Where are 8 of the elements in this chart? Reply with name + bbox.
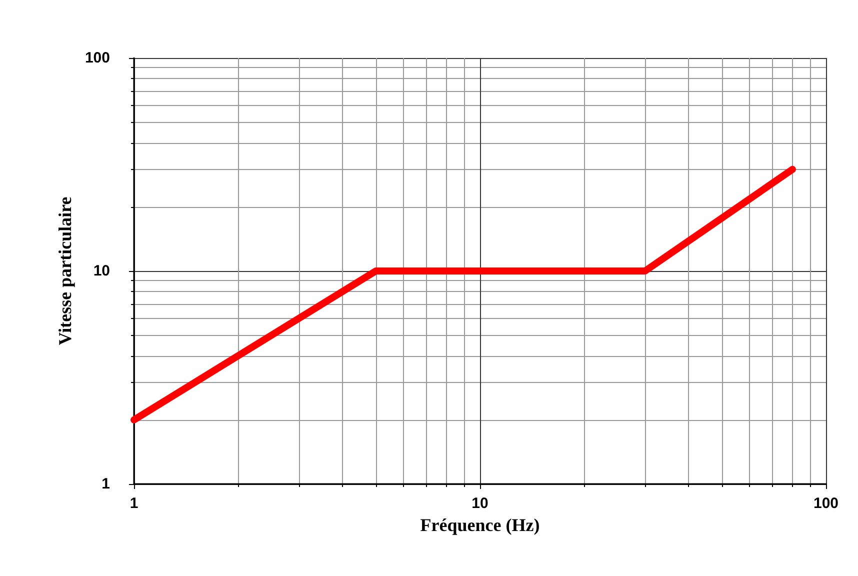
x-tick-label: 100 <box>813 495 839 512</box>
x-axis-title: Fréquence (Hz) <box>420 515 540 535</box>
x-tick-label: 10 <box>472 495 488 512</box>
y-tick-label: 1 <box>102 476 110 492</box>
x-tick-label: 1 <box>130 495 138 512</box>
y-tick-label: 100 <box>84 50 110 66</box>
y-tick-label: 10 <box>93 262 110 280</box>
y-axis-title: Vitesse particulaire <box>55 196 76 346</box>
